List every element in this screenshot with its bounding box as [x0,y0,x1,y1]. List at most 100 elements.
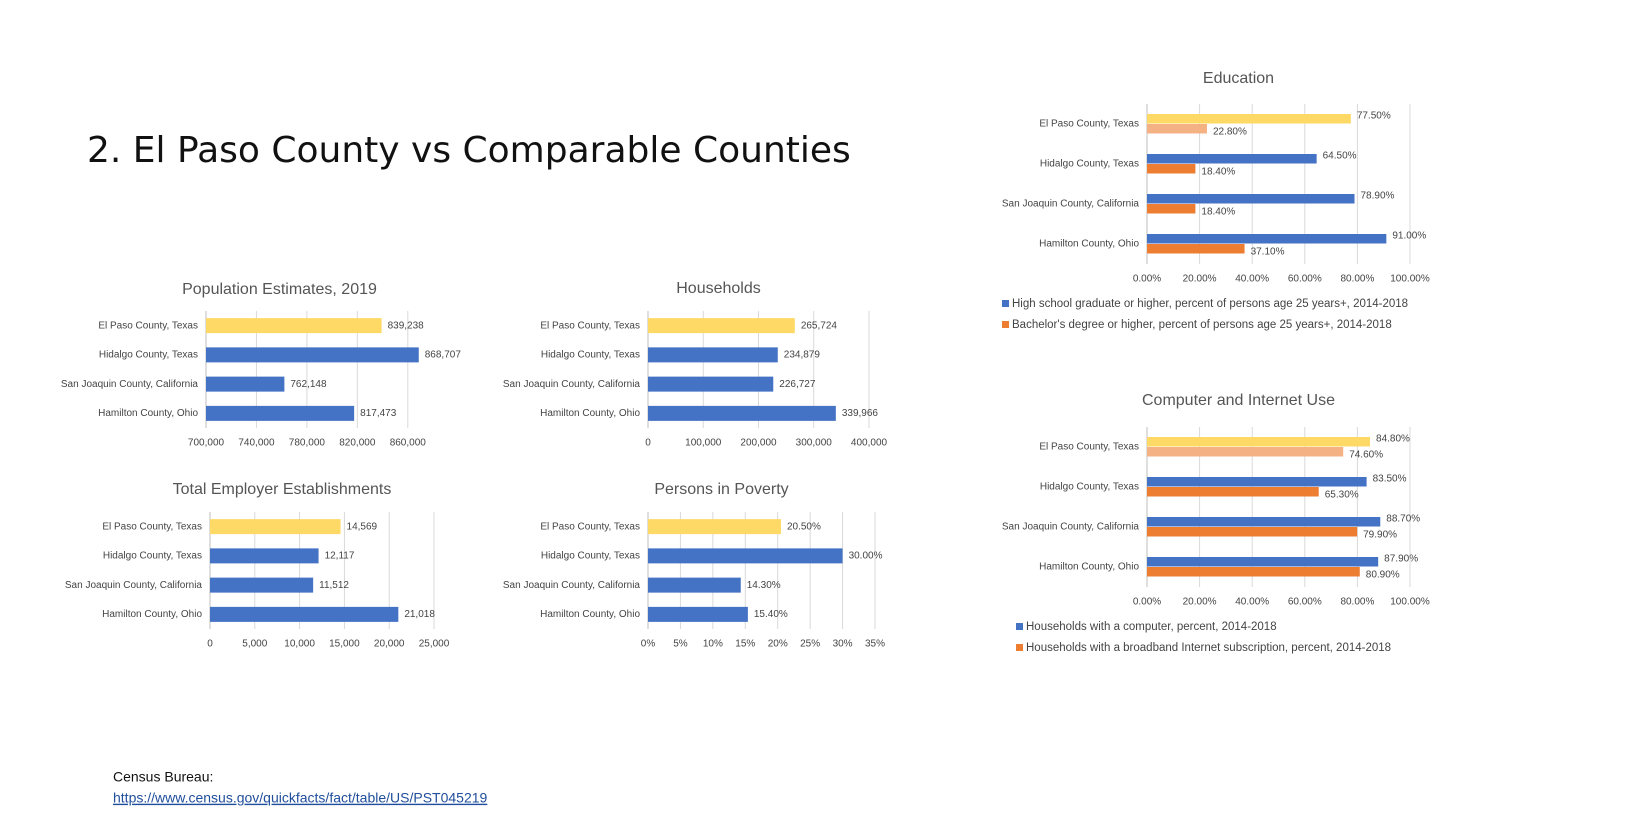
value-label: 64.50% [1323,151,1357,162]
x-tick-label: 5,000 [242,639,267,650]
bar [1147,517,1381,527]
bar [210,577,314,593]
value-label: 234,879 [784,350,821,361]
chart-title: Population Estimates, 2019 [182,281,377,298]
source-label: Census Bureau: [113,769,213,785]
category-label: San Joaquin County, California [503,379,641,390]
x-tick-label: 20,000 [374,639,405,650]
value-label: 83.50% [1373,474,1407,485]
value-label: 37.10% [1251,247,1285,258]
value-label: 839,238 [388,320,425,331]
legend-label: Households with a broadband Internet sub… [1026,642,1391,654]
bar [648,347,778,363]
x-tick-label: 0.00% [1133,274,1161,285]
category-label: Hamilton County, Ohio [98,408,198,419]
bar [1147,487,1319,497]
bar [648,376,774,392]
value-label: 14,569 [347,521,378,532]
x-tick-label: 25% [800,639,820,650]
legend-marker [1002,300,1009,307]
value-label: 88.70% [1386,514,1420,525]
value-label: 87.90% [1384,554,1418,565]
bar [1147,194,1355,204]
bar [648,606,748,622]
value-label: 817,473 [360,408,397,419]
x-tick-label: 30% [833,639,853,650]
bar [1147,244,1245,254]
x-tick-label: 40.00% [1235,274,1269,285]
legend-label: High school graduate or higher, percent … [1012,298,1408,310]
value-label: 14.30% [747,580,781,591]
value-label: 12,117 [325,551,355,562]
value-label: 18.40% [1201,207,1235,218]
bar [1147,477,1367,487]
legend-label: Households with a computer, percent, 201… [1026,621,1277,633]
category-label: El Paso County, Texas [102,521,202,532]
value-label: 762,148 [290,379,327,390]
value-label: 65.30% [1325,490,1359,501]
x-tick-label: 15% [735,639,755,650]
value-label: 265,724 [801,320,838,331]
x-tick-label: 740,000 [238,438,275,449]
value-label: 15.40% [754,609,788,620]
x-tick-label: 300,000 [796,438,833,449]
bar [206,405,355,421]
x-tick-label: 15,000 [329,639,360,650]
bar [1147,164,1196,174]
source-link[interactable]: https://www.census.gov/quickfacts/fact/t… [113,790,488,806]
bar [206,376,285,392]
value-label: 91.00% [1392,231,1426,242]
bar [1147,557,1379,567]
x-tick-label: 700,000 [188,438,225,449]
category-label: Hidalgo County, Texas [1040,159,1139,170]
value-label: 80.90% [1366,570,1400,581]
bar [648,405,836,421]
x-tick-label: 60.00% [1288,274,1322,285]
x-tick-label: 0.00% [1133,597,1161,608]
category-label: El Paso County, Texas [540,320,640,331]
bar [1147,204,1196,214]
chart-title: Persons in Poverty [654,481,788,498]
category-label: San Joaquin County, California [1002,522,1140,533]
x-tick-label: 80.00% [1340,274,1374,285]
x-tick-label: 10% [703,639,723,650]
value-label: 868,707 [425,350,462,361]
value-label: 21,018 [404,609,435,620]
value-label: 77.50% [1357,111,1391,122]
value-label: 79.90% [1363,530,1397,541]
x-tick-label: 820,000 [339,438,376,449]
x-tick-label: 200,000 [740,438,777,449]
bar [1147,567,1360,577]
x-tick-label: 860,000 [390,438,427,449]
value-label: 11,512 [319,580,349,591]
bar [1147,437,1371,447]
category-label: Hamilton County, Ohio [540,408,640,419]
legend-marker [1016,623,1023,630]
x-tick-label: 20.00% [1183,274,1217,285]
bar [210,548,319,564]
bar [210,519,341,535]
x-tick-label: 80.00% [1340,597,1374,608]
x-tick-label: 100.00% [1390,597,1430,608]
category-label: El Paso County, Texas [1039,442,1139,453]
bar [648,318,795,334]
chart-title: Total Employer Establishments [173,481,392,498]
bar [1147,124,1207,134]
x-tick-label: 20.00% [1183,597,1217,608]
value-label: 22.80% [1213,127,1247,138]
category-label: Hidalgo County, Texas [99,350,198,361]
x-tick-label: 5% [673,639,688,650]
value-label: 30.00% [849,551,883,562]
category-label: Hidalgo County, Texas [103,551,202,562]
bar [1147,447,1344,457]
x-tick-label: 400,000 [851,438,888,449]
x-tick-label: 40.00% [1235,597,1269,608]
chart-title: Households [676,280,761,297]
bar [210,606,399,622]
category-label: San Joaquin County, California [503,580,641,591]
x-tick-label: 0% [641,639,656,650]
legend-label: Bachelor's degree or higher, percent of … [1012,319,1392,331]
x-tick-label: 100.00% [1390,274,1430,285]
category-label: San Joaquin County, California [65,580,203,591]
chart-title: Education [1203,70,1274,87]
